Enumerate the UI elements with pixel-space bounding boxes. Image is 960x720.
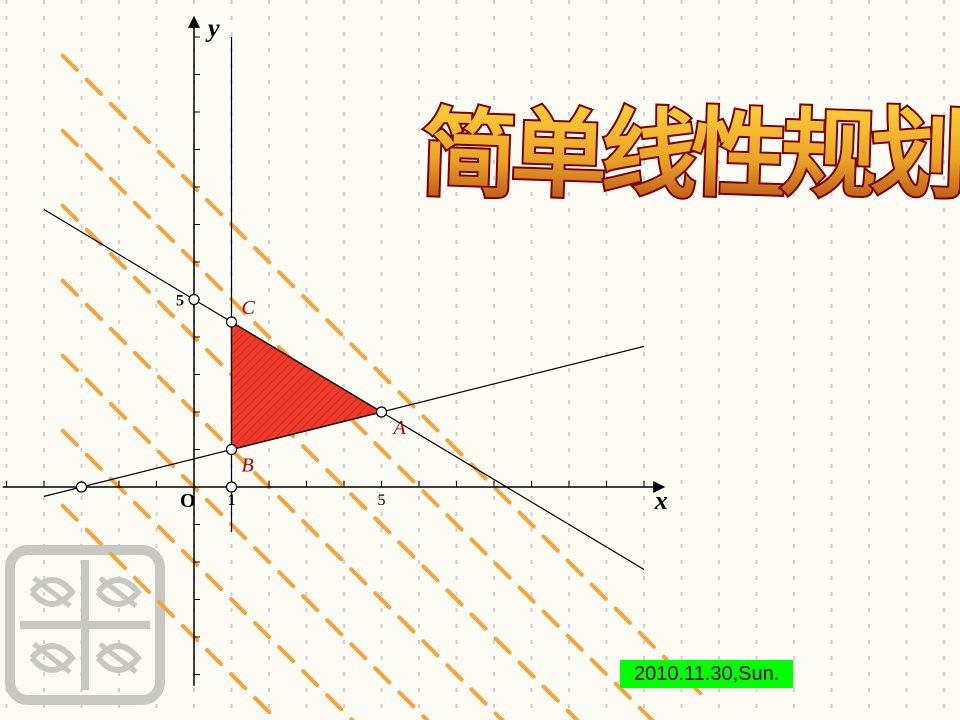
svg-text:规: 规 (779, 100, 879, 210)
svg-text:C: C (242, 297, 256, 319)
svg-text:A: A (392, 417, 407, 439)
svg-text:B: B (242, 455, 254, 477)
svg-text:性: 性 (689, 100, 789, 210)
seal-icon (10, 550, 160, 700)
plot-svg: 1 5 5 Ox y A B C 简简单单线线性性规规划划 (0, 0, 960, 720)
svg-text:y: y (205, 13, 220, 42)
date-badge: 2010.11.30,Sun. (620, 660, 793, 688)
svg-text:1: 1 (228, 492, 236, 509)
svg-text:5: 5 (378, 492, 386, 509)
svg-text:简: 简 (419, 100, 519, 210)
title-text: 简简单单线线性性规规划划 (419, 100, 960, 210)
svg-text:O: O (180, 490, 196, 512)
svg-text:x: x (654, 486, 668, 515)
svg-text:5: 5 (176, 293, 184, 310)
slide: { "canvas": {"width":960,"height":720,"b… (0, 0, 960, 720)
svg-text:线: 线 (599, 100, 699, 210)
svg-text:划: 划 (869, 100, 960, 210)
svg-text:单: 单 (509, 100, 609, 210)
